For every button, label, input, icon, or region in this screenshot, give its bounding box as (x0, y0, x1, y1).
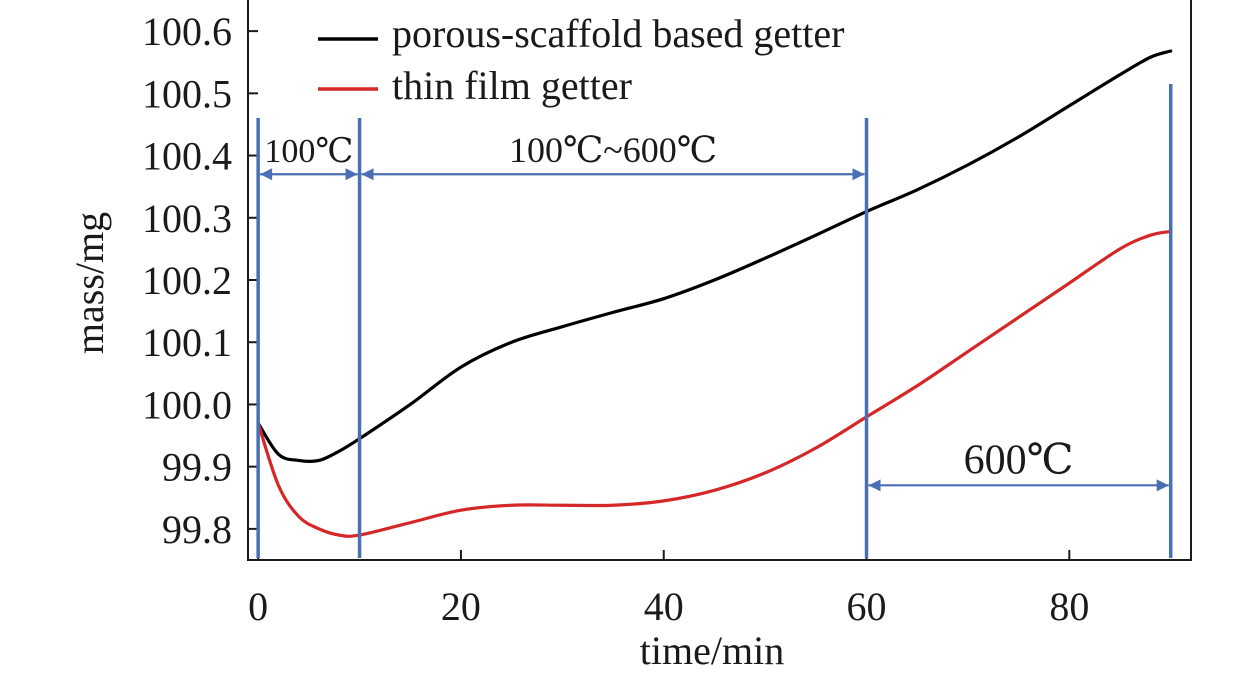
x-tick-label: 60 (847, 584, 887, 629)
y-axis-ticks: 99.8 99.9 100.0 100.1 100.2 100.3 100.4 100.5 10… (142, 9, 258, 552)
y-axis-label: mass/mg (67, 212, 112, 354)
y-tick-label: 100.4 (142, 134, 232, 179)
x-axis-ticks: 0 20 40 60 80 (248, 550, 1089, 629)
series-line-porous-scaffold-getter (256, 49, 1173, 464)
region-label: 100℃~600℃ (509, 130, 717, 170)
legend-label-porous-scaffold-getter: porous-scaffold based getter (392, 11, 844, 56)
legend-label-thin-film-getter: thin film getter (392, 63, 632, 108)
time-region-markers (256, 84, 1173, 558)
region-arrowhead-right (1156, 479, 1169, 492)
x-tick-label: 20 (441, 584, 481, 629)
y-tick-label: 99.8 (162, 507, 232, 552)
region-arrowhead-left (260, 168, 273, 181)
series-line-thin-film-getter (256, 229, 1173, 538)
x-tick-label: 0 (248, 584, 268, 629)
y-tick-label: 100.3 (142, 196, 232, 241)
y-tick-label: 100.6 (142, 9, 232, 54)
region-label: 100℃ (264, 133, 353, 170)
region-annotations: 100℃ 100℃~600℃ 600℃ (260, 130, 1169, 492)
plot-area (256, 49, 1173, 538)
region-arrowhead-right (345, 168, 358, 181)
legend: porous-scaffold based getter thin film g… (318, 11, 844, 108)
y-tick-label: 100.2 (142, 258, 232, 303)
region-arrowhead-left (361, 168, 374, 181)
y-tick-label: 99.9 (162, 445, 232, 490)
y-tick-label: 100.0 (142, 382, 232, 427)
y-tick-label: 100.5 (142, 71, 232, 116)
region-label: 600℃ (964, 437, 1074, 483)
y-tick-label: 100.1 (142, 320, 232, 365)
region-arrowhead-left (868, 479, 881, 492)
region-arrowhead-right (852, 168, 865, 181)
x-tick-label: 80 (1049, 584, 1089, 629)
x-tick-label: 40 (644, 584, 684, 629)
x-axis-label: time/min (640, 628, 784, 673)
